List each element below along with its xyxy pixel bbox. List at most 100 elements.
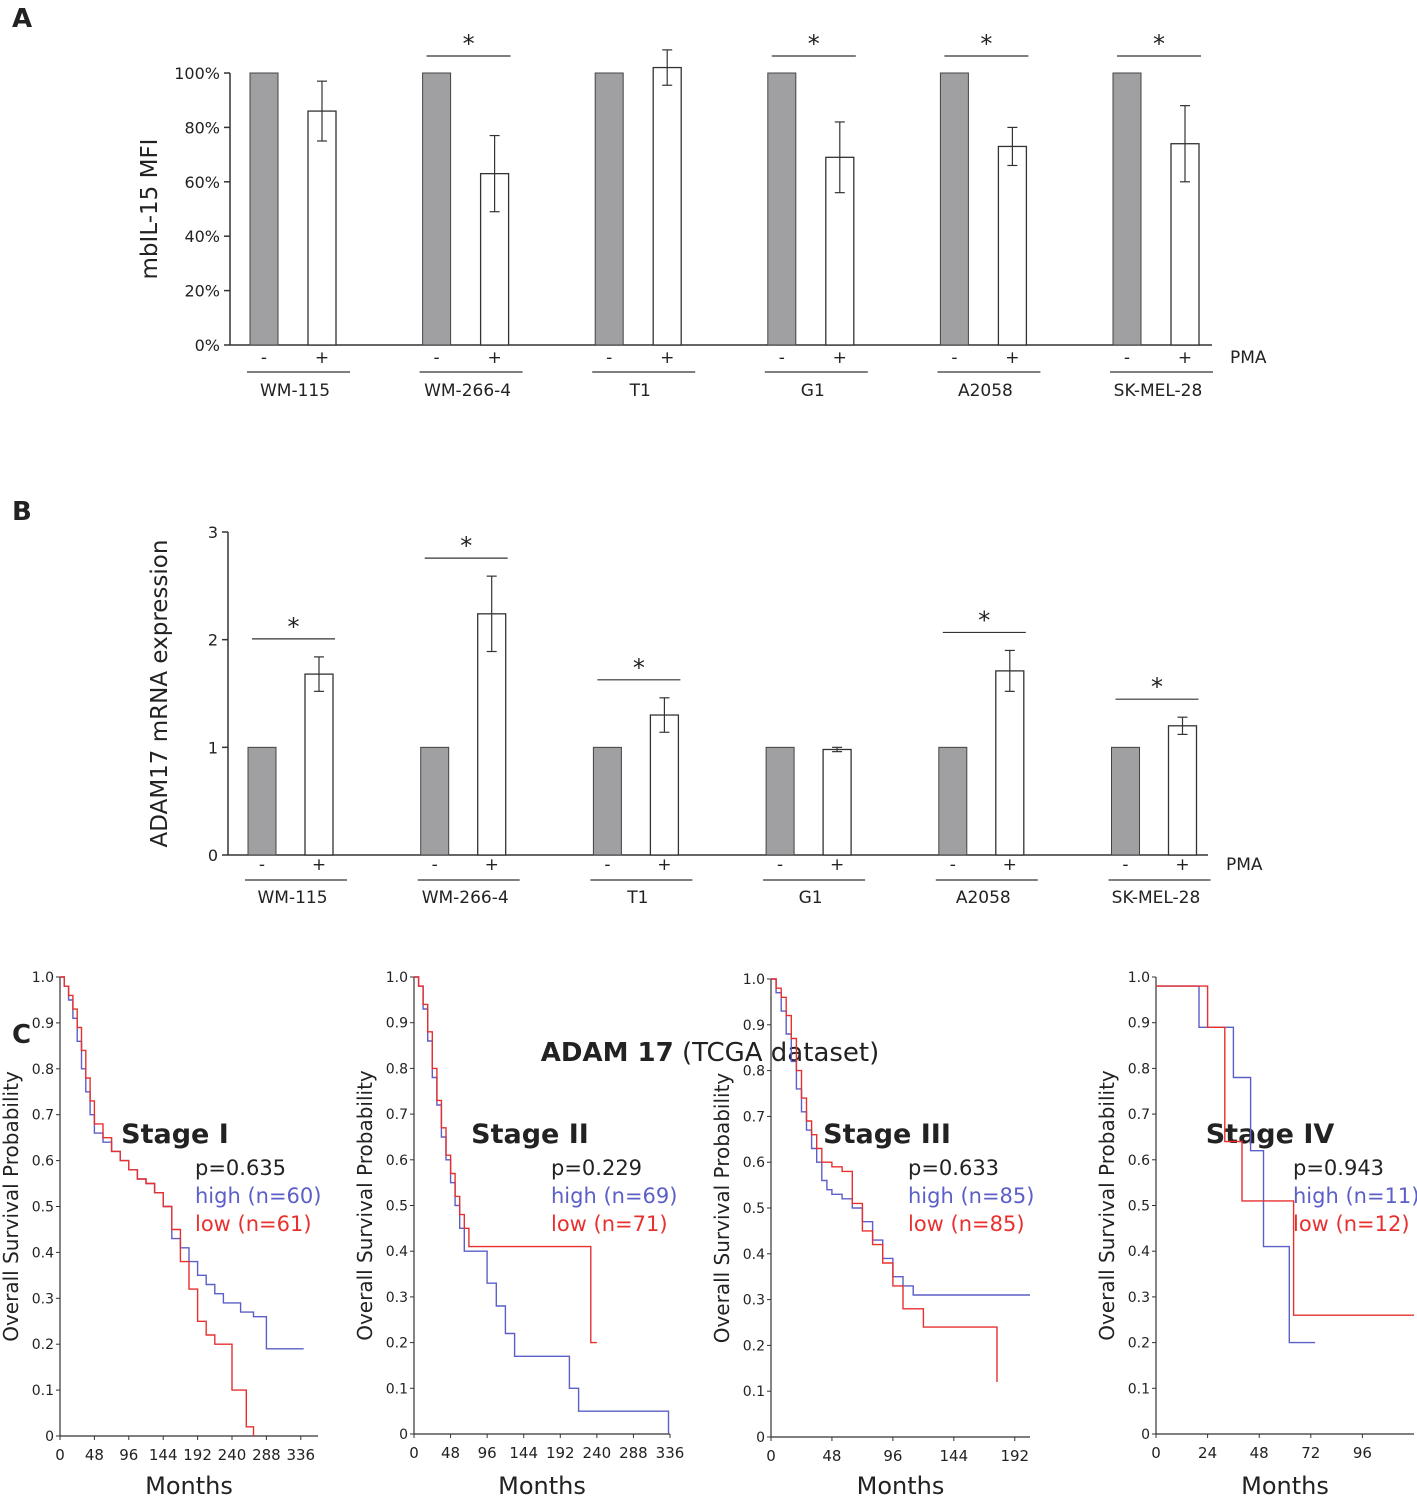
km-legend-low: low (n=85) — [908, 1212, 1025, 1236]
km-x-tick-label: 96 — [478, 1444, 497, 1462]
panel-c-title-bold: ADAM 17 — [541, 1038, 674, 1068]
y-tick-label: 3 — [208, 523, 218, 542]
significance-star: * — [463, 30, 475, 58]
treatment-sign-plus: + — [1003, 855, 1017, 875]
bar-pma — [307, 110, 337, 346]
km-y-tick-label: 0.8 — [386, 1061, 408, 1077]
panel-c-title: ADAM 17 (TCGA dataset) — [541, 1038, 880, 1068]
treatment-sign-minus: - — [951, 348, 957, 368]
km-x-axis-label: Months — [498, 1472, 586, 1496]
km-x-tick-label: 192 — [183, 1446, 212, 1464]
km-x-tick-label: 144 — [509, 1444, 538, 1462]
km-y-tick-label: 0.7 — [743, 1109, 765, 1125]
km-x-tick-label: 0 — [55, 1446, 65, 1464]
bar-control — [420, 746, 450, 856]
km-x-tick-label: 240 — [218, 1446, 247, 1464]
category-label: A2058 — [958, 381, 1013, 401]
km-x-tick-label: 72 — [1301, 1444, 1320, 1462]
bar-control — [422, 72, 452, 346]
km-legend-low: low (n=71) — [551, 1212, 668, 1236]
km-y-tick-label: 0.2 — [1128, 1336, 1150, 1352]
significance-star: * — [808, 30, 820, 58]
km-y-tick-label: 0.9 — [1128, 1016, 1150, 1032]
y-tick-label: 60% — [184, 173, 220, 192]
bar-pma — [995, 670, 1025, 856]
treatment-label: PMA — [1226, 855, 1263, 875]
bar-chart-a: 0% 20% 40% 60% 80% 100% mbIL-15 MFI - + WM-115 * - +… — [137, 30, 1267, 401]
km-y-tick-label: 0.4 — [743, 1247, 765, 1263]
km-x-tick-label: 48 — [822, 1447, 841, 1465]
km-y-tick-label: 0.8 — [1128, 1061, 1150, 1077]
bar-pma — [649, 714, 680, 856]
treatment-sign-plus: + — [315, 348, 329, 368]
km-y-tick-label: 0 — [399, 1427, 408, 1443]
bar-control — [767, 72, 797, 346]
km-y-tick-label: 0.9 — [32, 1016, 54, 1032]
treatment-sign-minus: - — [259, 855, 265, 875]
treatment-label: PMA — [1230, 348, 1267, 368]
km-legend-low: low (n=61) — [195, 1212, 312, 1236]
km-curve-high — [414, 976, 670, 1434]
km-legend-high: high (n=11) — [1293, 1184, 1417, 1208]
treatment-sign-minus: - — [606, 348, 612, 368]
km-pvalue: p=0.229 — [551, 1156, 642, 1180]
km-curve-high — [771, 978, 1030, 1296]
km-y-tick-label: 0 — [1141, 1427, 1150, 1443]
km-curve-low — [771, 978, 998, 1382]
treatment-sign-plus: + — [1178, 348, 1192, 368]
km-y-tick-label: 0.2 — [743, 1338, 765, 1354]
treatment-sign-plus: + — [1175, 855, 1189, 875]
km-y-tick-label: 0.1 — [743, 1384, 765, 1400]
km-y-tick-label: 0.5 — [1128, 1199, 1150, 1215]
bar-control — [594, 72, 624, 346]
bar-pma — [997, 145, 1028, 346]
category-label: G1 — [801, 381, 825, 401]
km-y-tick-label: 0 — [756, 1430, 765, 1446]
bar-control — [1112, 72, 1142, 346]
bar-pma — [652, 66, 682, 346]
km-title: Stage II — [471, 1119, 589, 1150]
significance-star: * — [1153, 30, 1165, 58]
significance-star: * — [980, 30, 992, 58]
panel-label-b: B — [12, 497, 32, 527]
category-label: T1 — [626, 888, 648, 908]
significance-star: * — [288, 613, 300, 641]
y-axis-label: ADAM17 mRNA expression — [147, 540, 173, 848]
km-x-tick-label: 96 — [883, 1447, 902, 1465]
bar-control — [938, 746, 968, 856]
km-y-axis-label: Overall Survival Probability — [1095, 1070, 1119, 1341]
km-y-tick-label: 0.8 — [32, 1062, 54, 1078]
km-y-tick-label: 0.5 — [743, 1201, 765, 1217]
km-y-tick-label: 0 — [45, 1429, 54, 1445]
km-y-tick-label: 1.0 — [386, 970, 408, 986]
treatment-sign-minus: - — [1124, 348, 1130, 368]
bar-pma — [822, 748, 852, 856]
km-y-axis-label: Overall Survival Probability — [0, 1071, 23, 1342]
km-y-tick-label: 0.7 — [386, 1107, 408, 1123]
km-y-tick-label: 0.6 — [32, 1154, 54, 1170]
km-x-tick-label: 0 — [766, 1447, 776, 1465]
km-y-tick-label: 0.1 — [32, 1383, 54, 1399]
km-x-tick-label: 192 — [546, 1444, 575, 1462]
km-legend-high: high (n=69) — [551, 1184, 677, 1208]
km-title: Stage IV — [1206, 1119, 1335, 1150]
km-y-tick-label: 0.3 — [386, 1290, 408, 1306]
bar-control — [247, 746, 277, 856]
km-x-tick-label: 288 — [252, 1446, 281, 1464]
category-label: WM-115 — [257, 888, 327, 908]
km-x-tick-label: 336 — [286, 1446, 315, 1464]
treatment-sign-plus: + — [830, 855, 844, 875]
treatment-sign-plus: + — [485, 855, 499, 875]
km-y-tick-label: 0.6 — [1128, 1153, 1150, 1169]
category-label: WM-115 — [260, 381, 330, 401]
bar-control — [765, 746, 795, 856]
km-plot-stage-iii: Stage III p=0.633 high (n=85) low (n=85) 0 0.… — [710, 972, 1034, 1496]
km-x-axis-label: Months — [1241, 1472, 1329, 1496]
treatment-sign-plus: + — [660, 348, 674, 368]
bar-control — [1111, 746, 1140, 856]
category-label: WM-266-4 — [424, 381, 511, 401]
km-curve-low — [1156, 985, 1414, 1316]
y-tick-label: 2 — [208, 631, 218, 650]
y-tick-label: 40% — [184, 227, 220, 246]
